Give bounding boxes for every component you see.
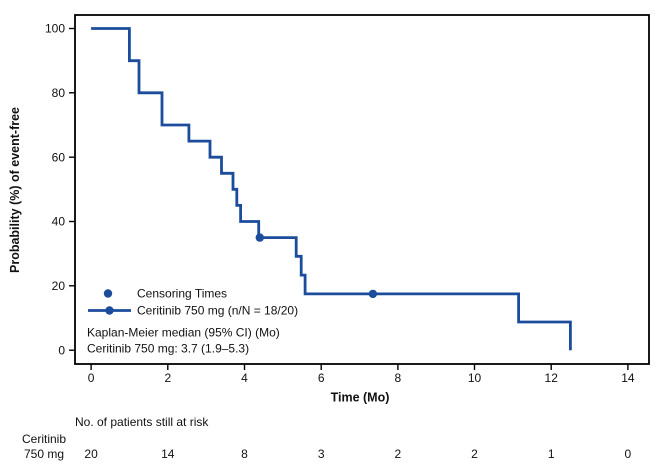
x-axis-tick-label: 0 bbox=[88, 371, 95, 385]
x-axis-tick-label: 2 bbox=[164, 371, 171, 385]
censor-dot bbox=[255, 233, 264, 242]
y-axis-tick-label: 100 bbox=[45, 22, 65, 36]
x-axis-tick-label: 4 bbox=[241, 371, 248, 385]
legend-series-label: Ceritinib 750 mg (n/N = 18/20) bbox=[137, 304, 298, 318]
risk-count: 3 bbox=[318, 447, 325, 461]
risk-count: 8 bbox=[241, 447, 248, 461]
risk-count: 14 bbox=[161, 447, 175, 461]
km-step-curve bbox=[91, 27, 572, 351]
risk-table-row-label-line2: 750 mg bbox=[24, 447, 64, 461]
y-axis-tick-label: 80 bbox=[52, 86, 66, 100]
y-axis-title: Probability (%) of event-free bbox=[8, 107, 22, 273]
x-axis-tick-label: 12 bbox=[545, 371, 559, 385]
legend-series-dot-icon bbox=[105, 306, 114, 315]
y-axis-tick-label: 0 bbox=[58, 343, 65, 357]
x-axis-tick-label: 10 bbox=[468, 371, 482, 385]
legend: Censoring Times Ceritinib 750 mg (n/N = … bbox=[88, 287, 298, 318]
legend-censor-dot-icon bbox=[103, 289, 113, 298]
x-axis-tick-label: 6 bbox=[318, 371, 325, 385]
x-axis-title: Time (Mo) bbox=[331, 391, 390, 405]
km-median-annotation-value: Ceritinib 750 mg: 3.7 (1.9–5.3) bbox=[87, 342, 249, 356]
plot-frame bbox=[74, 14, 650, 365]
censor-dot bbox=[368, 289, 378, 299]
x-axis-tick-label: 8 bbox=[395, 371, 402, 385]
risk-table-row-label-line1: Ceritinib bbox=[22, 432, 66, 446]
risk-count: 2 bbox=[395, 447, 402, 461]
y-axis-tick-label: 20 bbox=[52, 279, 66, 293]
x-axis-tick-label: 14 bbox=[621, 371, 635, 385]
risk-table-title: No. of patients still at risk bbox=[75, 415, 209, 429]
risk-count: 0 bbox=[625, 447, 632, 461]
risk-count: 1 bbox=[548, 447, 555, 461]
legend-censor-label: Censoring Times bbox=[137, 287, 227, 301]
km-median-annotation-header: Kaplan-Meier median (95% CI) (Mo) bbox=[87, 326, 280, 340]
risk-count: 20 bbox=[84, 447, 98, 461]
y-axis-tick-label: 60 bbox=[52, 150, 66, 164]
risk-count: 2 bbox=[471, 447, 478, 461]
y-axis-tick-label: 40 bbox=[52, 215, 66, 229]
